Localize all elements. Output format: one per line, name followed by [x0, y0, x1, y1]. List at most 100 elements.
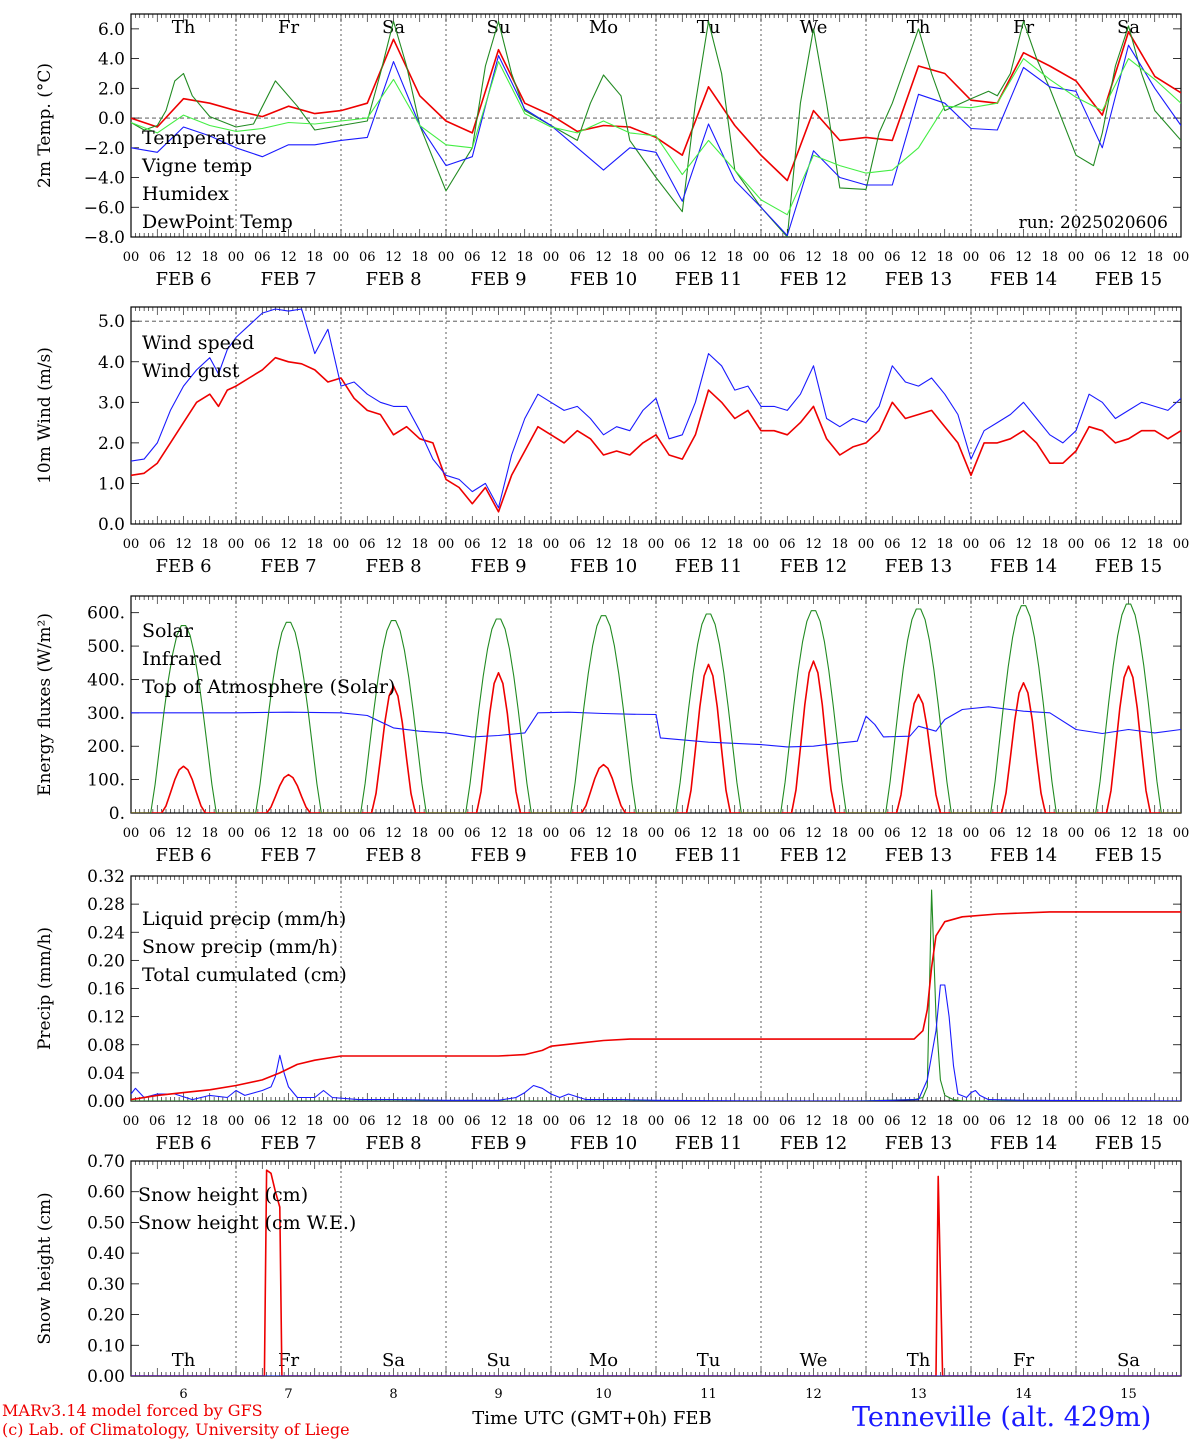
x-tick-label: 00	[333, 1114, 350, 1129]
series-line-3-1	[131, 660, 1181, 813]
day-number-label: 8	[389, 1387, 397, 1402]
x-tick-label: 18	[1041, 250, 1058, 265]
date-label: FEB 12	[780, 556, 847, 577]
day-number-label: 13	[910, 1387, 927, 1402]
day-number-label: 15	[1120, 1387, 1137, 1402]
x-tick-label: 06	[674, 250, 691, 265]
x-tick-label: 00	[123, 537, 140, 552]
day-number-label: 11	[700, 1387, 717, 1402]
x-tick-label: 12	[910, 250, 927, 265]
legend-entry: Humidex	[142, 183, 229, 205]
date-label: FEB 11	[675, 269, 742, 290]
x-tick-label: 18	[621, 537, 638, 552]
x-tick-label: 00	[963, 537, 980, 552]
y-tick-label: 0.28	[87, 895, 125, 915]
x-tick-label: 12	[385, 1114, 402, 1129]
x-tick-label: 18	[936, 826, 953, 841]
y-tick-label: 0.08	[87, 1036, 125, 1056]
weekday-label: Th	[172, 1350, 196, 1371]
date-label: FEB 14	[990, 556, 1057, 577]
x-tick-label: 00	[1068, 537, 1085, 552]
y-tick-label: 0.20	[87, 951, 125, 971]
x-tick-label: 12	[490, 826, 507, 841]
x-tick-label: 06	[884, 1114, 901, 1129]
x-tick-label: 12	[1015, 537, 1032, 552]
y-tick-label: 0.20	[87, 1306, 125, 1326]
date-label: FEB 13	[885, 1133, 952, 1154]
x-tick-label: 00	[858, 826, 875, 841]
x-tick-label: 06	[884, 826, 901, 841]
y-tick-label: 400.	[87, 670, 125, 690]
station-name: Tenneville (alt. 429m)	[852, 1402, 1152, 1433]
x-tick-label: 00	[963, 1114, 980, 1129]
x-tick-label: 18	[831, 250, 848, 265]
series-line-1-4	[131, 58, 1181, 216]
x-tick-label: 12	[1015, 250, 1032, 265]
x-tick-label: 00	[753, 250, 770, 265]
x-tick-label: 18	[831, 1114, 848, 1129]
x-tick-label: 06	[254, 250, 271, 265]
x-tick-label: 06	[779, 1114, 796, 1129]
date-label: FEB 15	[1095, 556, 1162, 577]
x-tick-label: 06	[674, 1114, 691, 1129]
y-axis-label: Snow height (cm)	[35, 1192, 55, 1344]
y-tick-label: 1.0	[98, 474, 125, 494]
x-tick-label: 18	[306, 1114, 323, 1129]
x-tick-label: 12	[385, 826, 402, 841]
plot-frame	[130, 306, 1182, 525]
date-label: FEB 11	[675, 1133, 742, 1154]
x-tick-label: 12	[595, 826, 612, 841]
x-tick-label: 12	[280, 250, 297, 265]
x-tick-label: 18	[1146, 537, 1163, 552]
x-tick-label: 06	[779, 250, 796, 265]
date-label: FEB 8	[365, 556, 421, 577]
x-tick-label: 00	[543, 826, 560, 841]
weekday-label: Tu	[697, 17, 721, 38]
x-tick-label: 06	[569, 537, 586, 552]
x-tick-label: 00	[123, 250, 140, 265]
date-label: FEB 10	[570, 1133, 637, 1154]
x-tick-label: 18	[1146, 250, 1163, 265]
date-label: FEB 14	[990, 845, 1057, 866]
x-tick-label: 00	[543, 1114, 560, 1129]
x-tick-label: 18	[306, 250, 323, 265]
legend-entry: Snow height (cm)	[138, 1184, 308, 1206]
x-tick-label: 00	[228, 537, 245, 552]
x-tick-label: 00	[753, 826, 770, 841]
x-tick-label: 00	[438, 1114, 455, 1129]
weekday-label: Fr	[278, 17, 299, 38]
date-label: FEB 12	[780, 269, 847, 290]
date-label: FEB 15	[1095, 269, 1162, 290]
y-tick-label: 0.24	[87, 923, 125, 943]
x-tick-label: 06	[989, 826, 1006, 841]
weekday-label: Th	[172, 17, 196, 38]
x-tick-label: 18	[936, 1114, 953, 1129]
x-tick-label: 06	[359, 250, 376, 265]
y-tick-label: 3.0	[98, 393, 125, 413]
x-tick-label: 12	[805, 1114, 822, 1129]
x-tick-label: 06	[359, 826, 376, 841]
series-line-5-1	[131, 1169, 1181, 1376]
panels: 6.0 4.0 2.0 0.0 −2.0 −4.0 −6.0 −8.0 2m Temp. (°C…	[35, 13, 1189, 1402]
weekday-label: Mo	[589, 17, 618, 38]
legend-entry: Liquid precip (mm/h)	[142, 908, 346, 930]
x-tick-label: 06	[464, 250, 481, 265]
x-tick-label: 00	[438, 537, 455, 552]
date-label: FEB 7	[260, 556, 316, 577]
date-label: FEB 14	[990, 269, 1057, 290]
y-tick-label: 0.0	[98, 109, 125, 129]
x-tick-label: 18	[516, 250, 533, 265]
date-label: FEB 10	[570, 269, 637, 290]
x-tick-label: 06	[149, 826, 166, 841]
date-label: FEB 8	[365, 845, 421, 866]
x-tick-label: 00	[648, 250, 665, 265]
x-tick-label: 12	[175, 826, 192, 841]
x-tick-label: 00	[438, 250, 455, 265]
legend-entry: Solar	[142, 620, 194, 642]
weekday-label: Tu	[697, 1350, 721, 1371]
x-tick-label: 06	[464, 826, 481, 841]
date-label: FEB 8	[365, 1133, 421, 1154]
weekday-label: Su	[487, 17, 511, 38]
x-tick-label: 18	[1146, 826, 1163, 841]
date-label: FEB 6	[155, 1133, 211, 1154]
